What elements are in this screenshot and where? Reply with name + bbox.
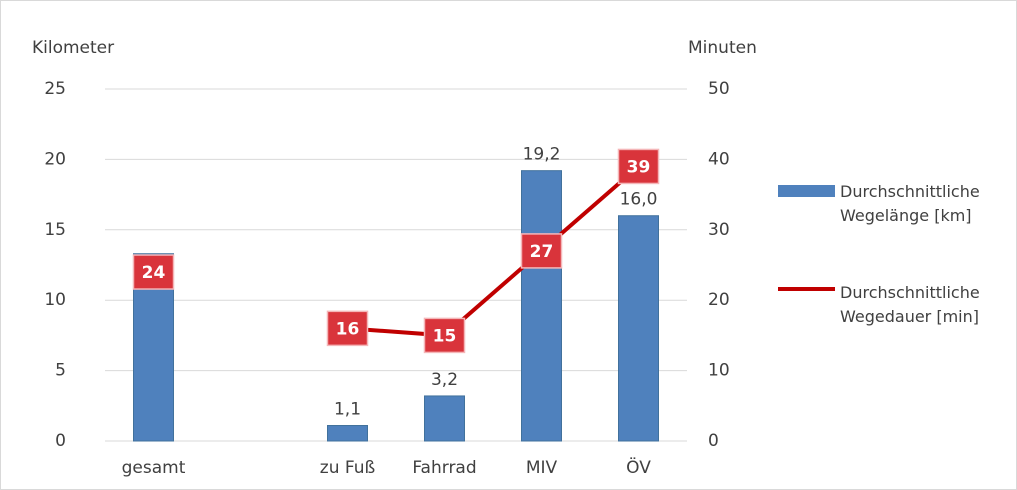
line-marker bbox=[617, 148, 660, 185]
y2-tick-label: 40 bbox=[708, 149, 730, 169]
y-tick-label: 25 bbox=[44, 79, 66, 99]
y2-axis-title: Minuten bbox=[688, 38, 757, 58]
y-tick-label: 0 bbox=[55, 431, 66, 451]
line-value-label: 24 bbox=[142, 263, 166, 283]
line-value-label: 16 bbox=[336, 319, 360, 339]
line bbox=[347, 164, 640, 338]
x-tick-label: Fahrrad bbox=[412, 458, 476, 478]
y2-tick-label: 20 bbox=[708, 290, 730, 310]
line-marker bbox=[132, 254, 175, 290]
line-value-label: 15 bbox=[433, 326, 457, 346]
x-tick-label: gesamt bbox=[122, 458, 186, 478]
bar-value-label: 16,0 bbox=[620, 190, 658, 210]
x-tick-label: MIV bbox=[526, 458, 558, 478]
line-value-label: 39 bbox=[627, 157, 651, 177]
x-tick-label: zu Fuß bbox=[320, 458, 375, 478]
legend-label: Durchschnittliche Wegelänge [km] bbox=[840, 182, 980, 225]
x-tick-label: ÖV bbox=[626, 456, 651, 478]
y2-tick-label: 0 bbox=[708, 431, 719, 451]
line-marker bbox=[423, 317, 466, 354]
bar-value-label: 1,1 bbox=[334, 400, 361, 420]
y-tick-label: 20 bbox=[44, 149, 66, 169]
y-axis-title: Kilometer bbox=[32, 38, 114, 58]
y2-tick-label: 50 bbox=[708, 79, 730, 99]
bar bbox=[521, 170, 562, 442]
bar-value-label: 3,2 bbox=[431, 370, 458, 390]
y-tick-label: 15 bbox=[44, 220, 66, 240]
bar bbox=[618, 215, 659, 442]
legend-label: Durchschnittliche Wegedauer [min] bbox=[840, 283, 980, 326]
y-tick-label: 10 bbox=[44, 290, 66, 310]
bar bbox=[327, 425, 368, 442]
bar bbox=[424, 395, 465, 442]
y-tick-label: 5 bbox=[55, 361, 66, 381]
y2-tick-label: 10 bbox=[708, 361, 730, 381]
line-marker bbox=[326, 310, 369, 347]
line-value-label: 27 bbox=[530, 242, 554, 262]
y2-tick-label: 30 bbox=[708, 220, 730, 240]
bar-value-label: 19,2 bbox=[523, 145, 561, 165]
line-marker bbox=[520, 233, 563, 269]
legend-swatch-bar bbox=[778, 185, 835, 197]
